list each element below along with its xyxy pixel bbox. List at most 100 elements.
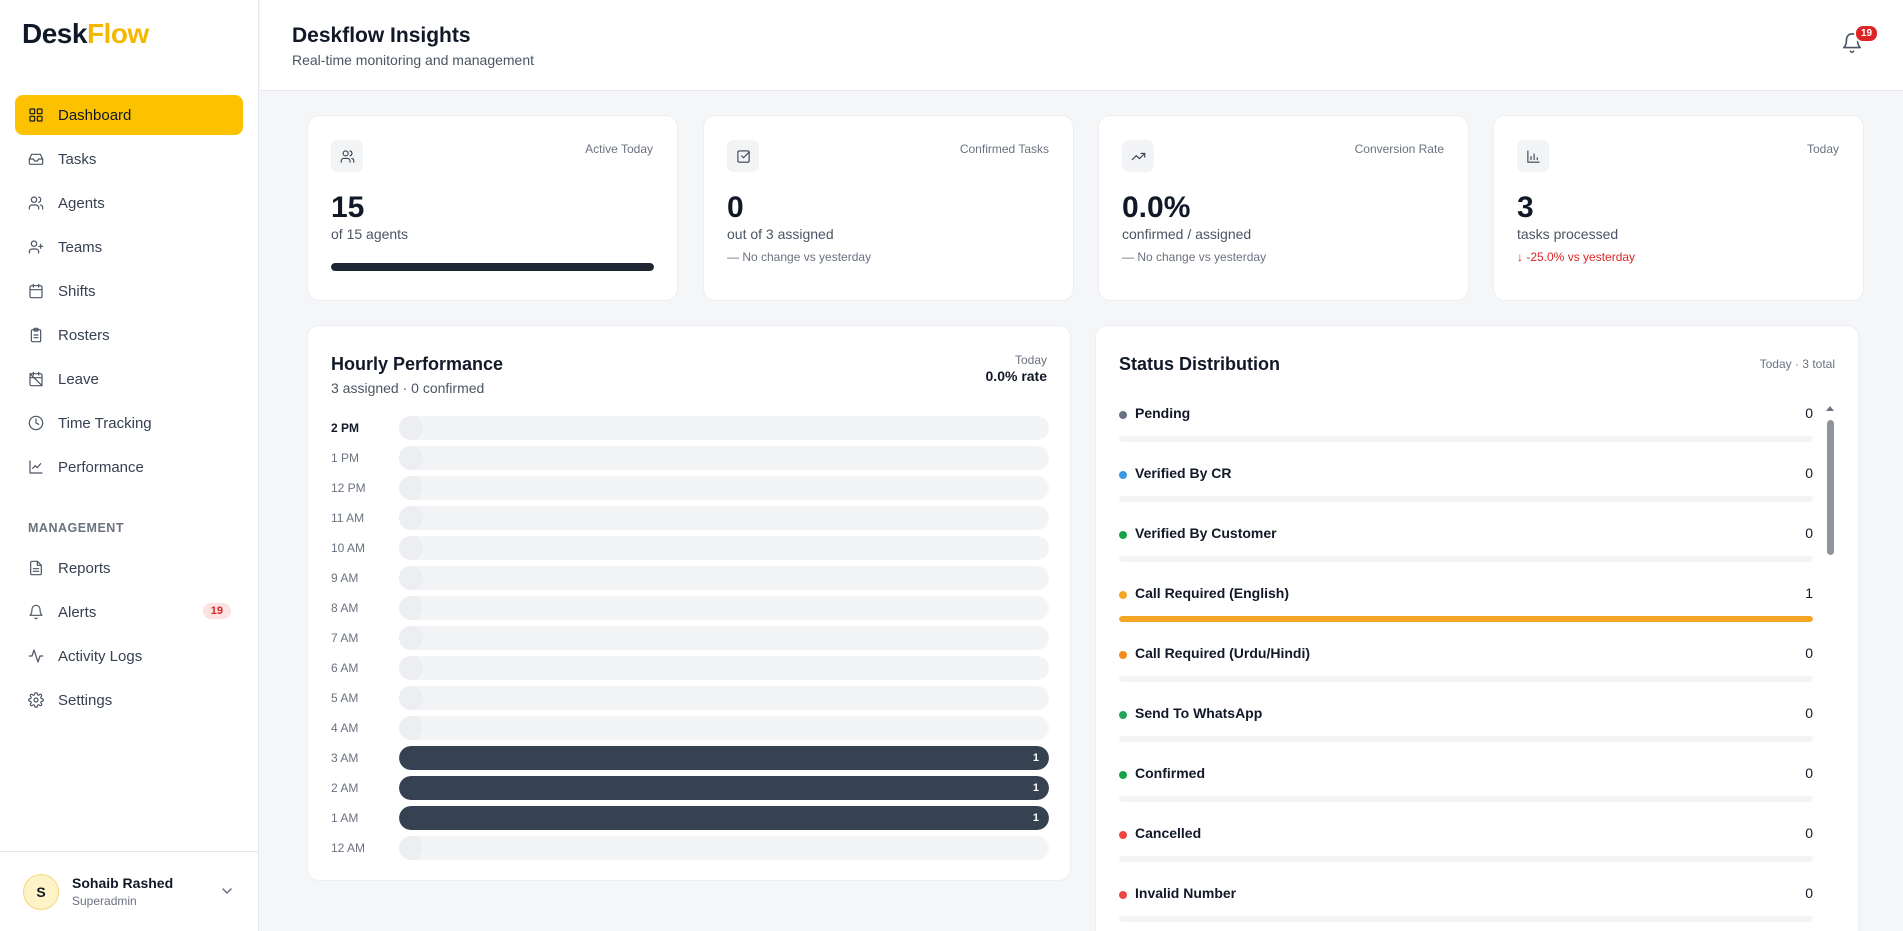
hour-bar-empty: [399, 836, 423, 860]
stat-subtext: of 15 agents: [331, 226, 409, 242]
users-icon: [331, 140, 363, 172]
status-item: Call Required (English) 1: [1119, 584, 1813, 644]
sidebar-nav-management: Reports Alerts 19 Activity Logs Settings: [15, 548, 243, 724]
grid-icon: [28, 107, 44, 123]
notifications-button[interactable]: 19: [1841, 24, 1880, 56]
stat-value: 15: [331, 191, 365, 224]
sidebar-item-tasks[interactable]: Tasks: [15, 139, 243, 179]
sidebar-item-label: Teams: [58, 238, 103, 256]
hour-label: 6 AM: [331, 661, 359, 675]
sidebar-item-shifts[interactable]: Shifts: [15, 271, 243, 311]
hourly-rows: 2 PM 1 PM 12 PM 11 AM 10 AM 9 AM 8 AM 7 AM 6 AM 5…: [331, 413, 1049, 863]
status-bar-track: [1119, 796, 1813, 802]
scroll-up-arrow[interactable]: [1826, 406, 1834, 411]
sidebar-item-reports[interactable]: Reports: [15, 548, 243, 588]
hour-bar-track: [399, 686, 1049, 710]
status-name: Invalid Number: [1135, 885, 1237, 901]
hour-bar-track: 1: [399, 776, 1049, 800]
sidebar-item-settings[interactable]: Settings: [15, 680, 243, 720]
status-name: Call Required (English): [1135, 585, 1290, 601]
hourly-row: 8 AM: [331, 593, 1049, 623]
hour-bar-empty: [399, 716, 423, 740]
sidebar-item-leave[interactable]: Leave: [15, 359, 243, 399]
hour-bar-track: [399, 836, 1049, 860]
status-dot: [1119, 591, 1127, 599]
hour-bar-value: 1: [1032, 752, 1039, 764]
sidebar-item-agents[interactable]: Agents: [15, 183, 243, 223]
stat-value: 0: [727, 191, 744, 224]
sidebar-item-label: Time Tracking: [58, 414, 152, 432]
sidebar-item-label: Alerts: [58, 603, 97, 621]
hour-label: 12 PM: [331, 481, 366, 495]
check-square-icon: [727, 140, 759, 172]
sidebar-item-dashboard[interactable]: Dashboard: [15, 95, 243, 135]
brand-part1: Desk: [22, 18, 87, 49]
status-bar-fill: [1119, 616, 1813, 622]
stat-label: Active Today: [585, 142, 653, 156]
status-item: Invalid Number 0: [1119, 884, 1813, 931]
hourly-row: 6 AM: [331, 653, 1049, 683]
stat-label: Confirmed Tasks: [959, 142, 1049, 156]
status-name: Verified By Customer: [1135, 525, 1277, 541]
clipboard-icon: [28, 327, 44, 343]
stat-card-today: Today 3 tasks processed ↓ -25.0% vs yesterd…: [1493, 115, 1864, 301]
brand-logo[interactable]: Desk Flow: [22, 18, 149, 50]
status-count: 0: [1805, 465, 1813, 481]
hour-bar-track: [399, 596, 1049, 620]
user-menu[interactable]: S Sohaib Rashed Superadmin: [0, 851, 259, 931]
stat-change: ↓ -25.0% vs yesterday: [1517, 250, 1636, 264]
hour-label: 12 AM: [331, 841, 366, 855]
page-header: Deskflow Insights Real-time monitoring a…: [260, 0, 1903, 91]
hour-bar-track: 1: [399, 746, 1049, 770]
hourly-row: 1 PM: [331, 443, 1049, 473]
stat-change: — No change vs yesterday: [727, 250, 872, 264]
hour-label: 1 AM: [331, 811, 359, 825]
status-count: 0: [1805, 885, 1813, 901]
hour-bar: 1: [399, 746, 1049, 770]
hourly-row: 1 AM 1: [331, 803, 1049, 833]
stat-value: 0.0%: [1122, 191, 1191, 224]
hour-bar-track: [399, 536, 1049, 560]
status-count: 0: [1805, 705, 1813, 721]
gear-icon: [28, 692, 44, 708]
hourly-row: 2 PM: [331, 413, 1049, 443]
stat-card-active-today: Active Today 15 of 15 agents: [307, 115, 678, 301]
status-item: Verified By CR 0: [1119, 464, 1813, 524]
hour-label: 8 AM: [331, 601, 359, 615]
hour-bar-track: 1: [399, 806, 1049, 830]
sidebar-item-performance[interactable]: Performance: [15, 447, 243, 487]
hour-bar-track: [399, 656, 1049, 680]
hour-bar-track: [399, 716, 1049, 740]
chart-line-icon: [28, 459, 44, 475]
user-role: Superadmin: [72, 894, 137, 908]
hourly-subtitle: 3 assigned · 0 confirmed: [331, 380, 485, 396]
status-count: 0: [1805, 525, 1813, 541]
hour-bar-track: [399, 446, 1049, 470]
status-dot: [1119, 711, 1127, 719]
sidebar-item-label: Dashboard: [58, 106, 132, 124]
scrollbar-thumb[interactable]: [1827, 420, 1834, 555]
status-distribution-card: Status Distribution Today · 3 total Pend…: [1095, 325, 1859, 931]
hourly-row: 12 AM: [331, 833, 1049, 863]
stat-progress-bar: [331, 263, 654, 271]
sidebar-item-teams[interactable]: Teams: [15, 227, 243, 267]
trending-up-icon: [1122, 140, 1154, 172]
hour-bar-empty: [399, 656, 423, 680]
hour-bar-empty: [399, 506, 423, 530]
sidebar-item-time-tracking[interactable]: Time Tracking: [15, 403, 243, 443]
user-name: Sohaib Rashed: [72, 875, 174, 891]
sidebar-item-alerts[interactable]: Alerts 19: [15, 592, 243, 632]
sidebar-item-label: Agents: [58, 194, 105, 212]
status-dot: [1119, 651, 1127, 659]
status-list: Pending 0 Verified By CR 0 Verified By Custo…: [1119, 404, 1813, 931]
hour-bar-empty: [399, 686, 423, 710]
chevron-down-icon: [222, 888, 232, 895]
sidebar-item-rosters[interactable]: Rosters: [15, 315, 243, 355]
status-bar-track: [1119, 856, 1813, 862]
hourly-row: 4 AM: [331, 713, 1049, 743]
hourly-row: 12 PM: [331, 473, 1049, 503]
stat-card-conversion-rate: Conversion Rate 0.0% confirmed / assigned —…: [1098, 115, 1469, 301]
hour-bar-empty: [399, 536, 423, 560]
hour-bar-empty: [399, 416, 423, 440]
sidebar-item-activity-logs[interactable]: Activity Logs: [15, 636, 243, 676]
